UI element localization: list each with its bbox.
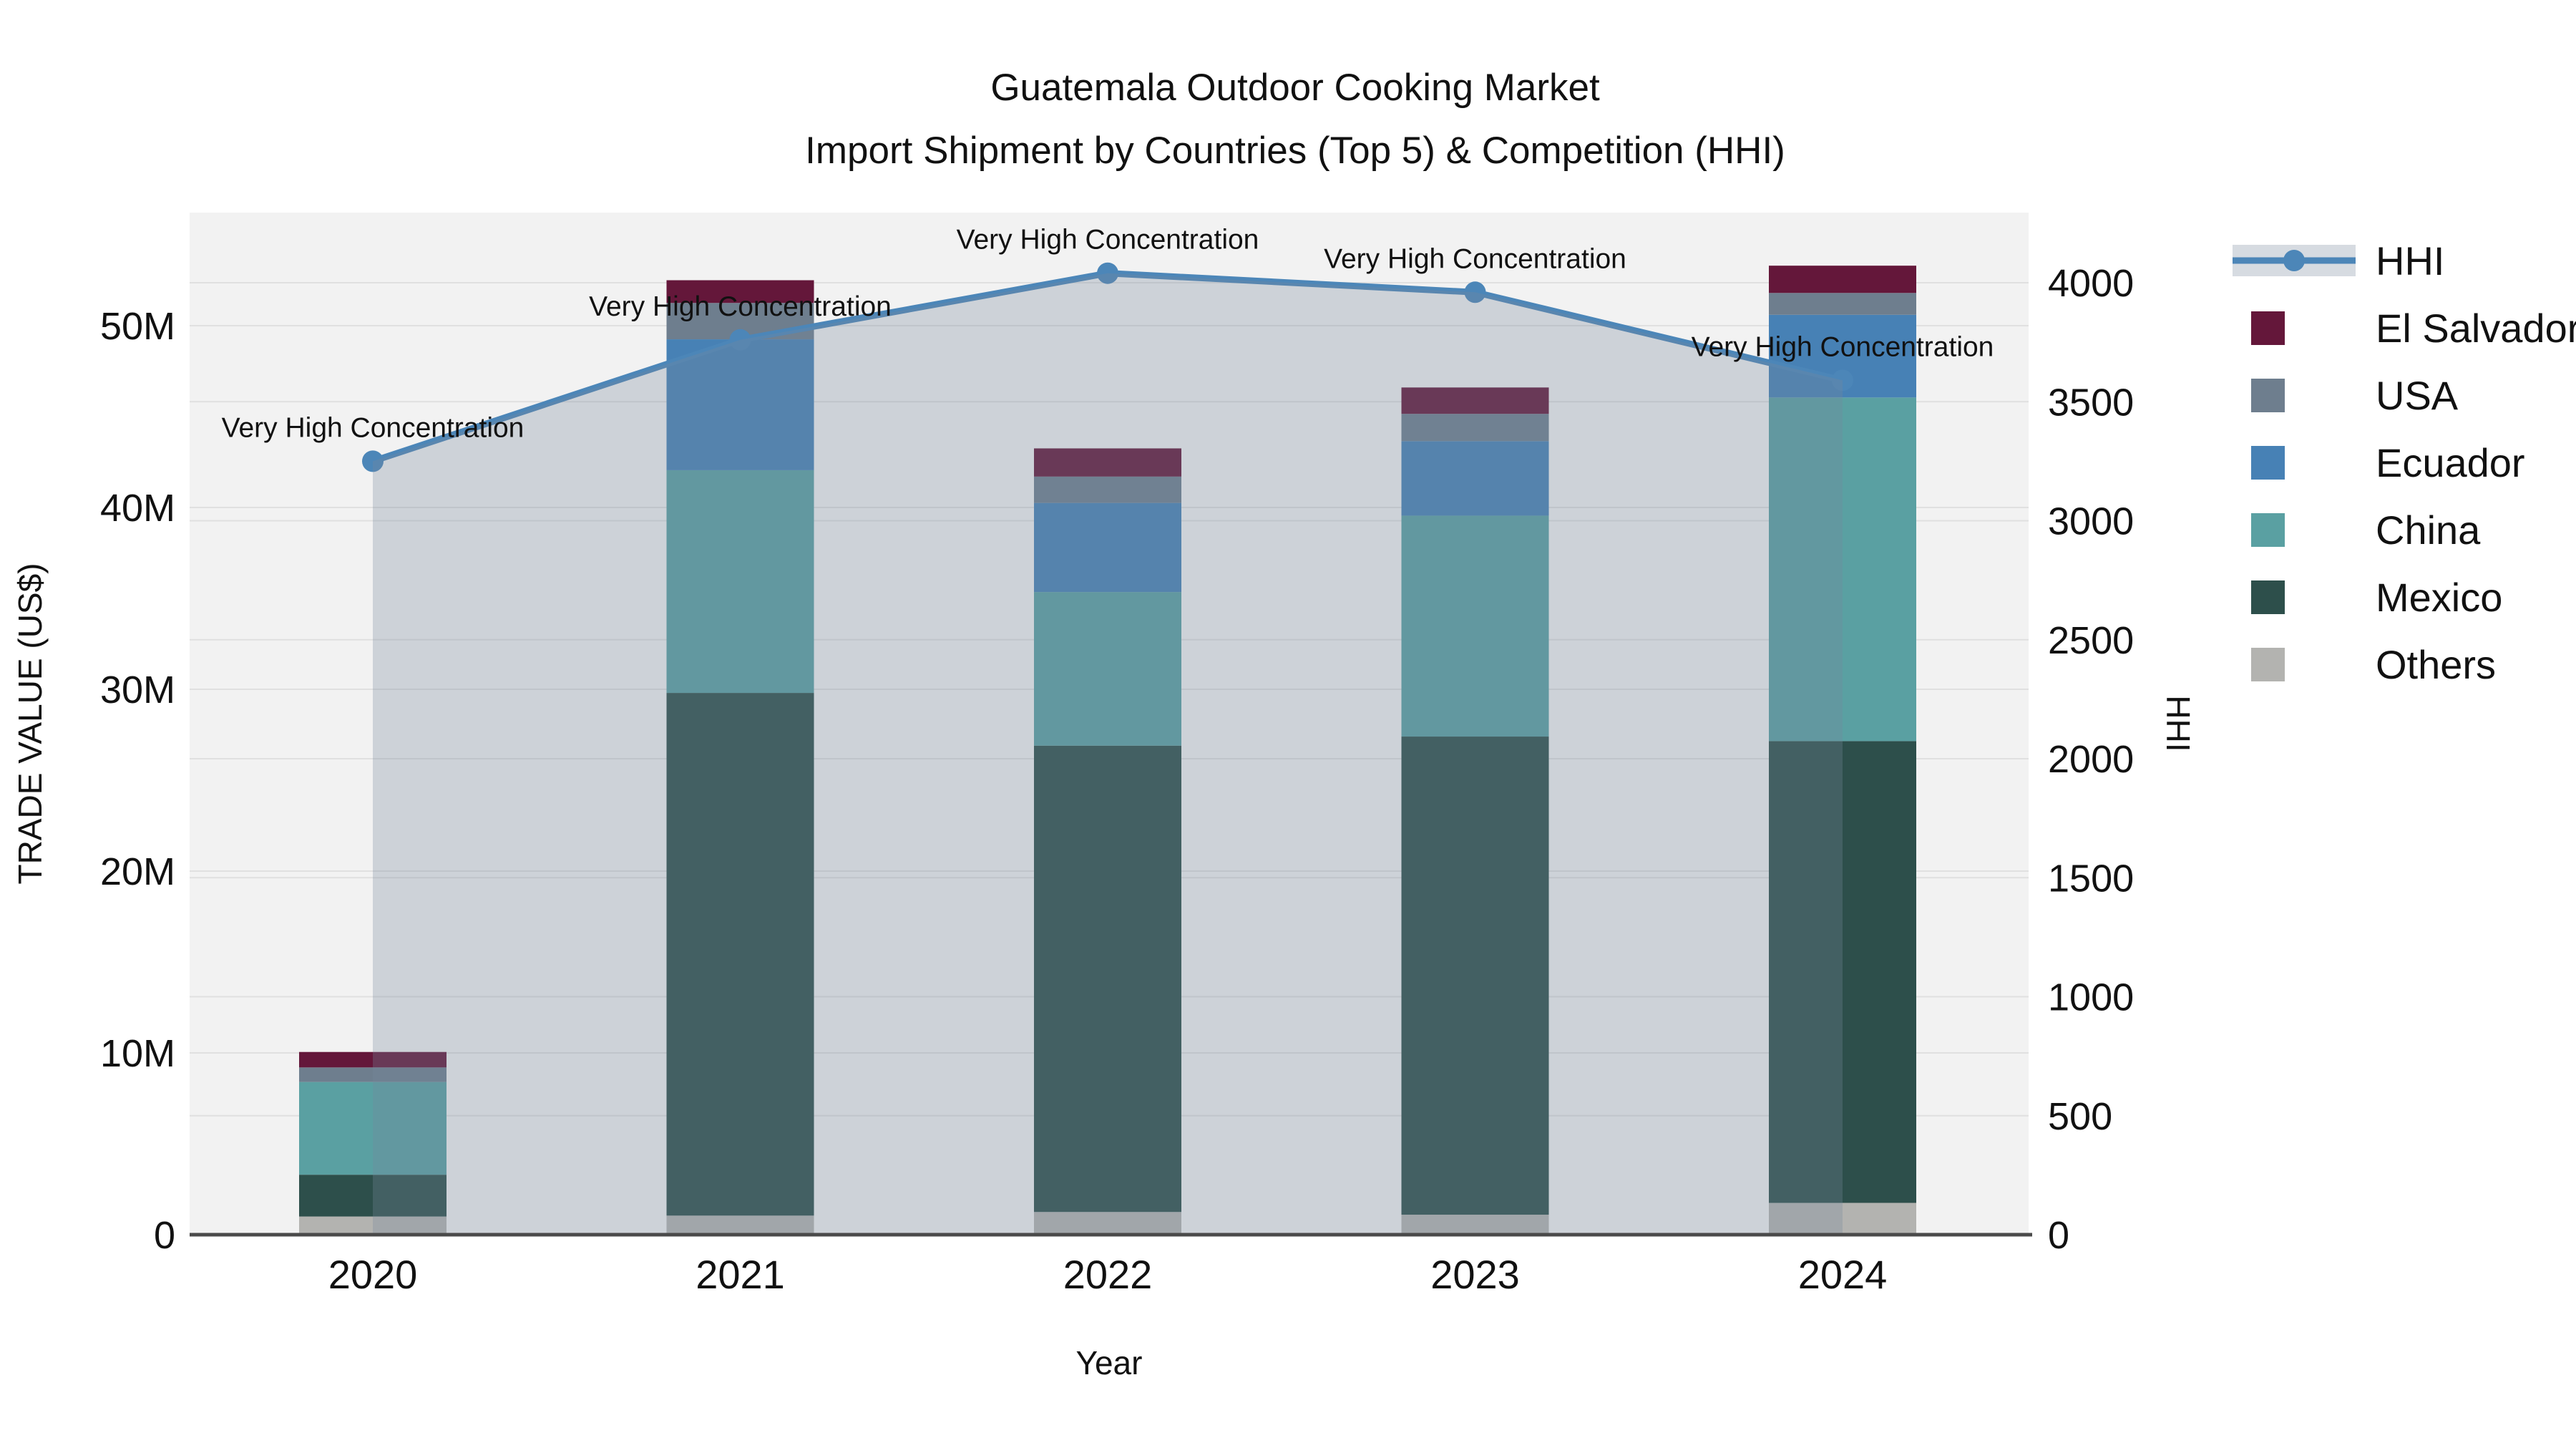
- legend-label-ecuador: Ecuador: [2376, 440, 2525, 485]
- legend-item-el-salvador[interactable]: El Salvador: [2251, 306, 2576, 351]
- bar-segment-2022-el-salvador[interactable]: [1034, 448, 1181, 477]
- bar-segment-2024-mexico[interactable]: [1769, 741, 1916, 1203]
- hhi-marker-2023[interactable]: [1464, 281, 1486, 303]
- y-right-tick-0: 0: [2048, 1214, 2069, 1257]
- bar-segment-2024-others[interactable]: [1769, 1202, 1916, 1235]
- hhi-area-layer: [373, 273, 1843, 1235]
- bar-segment-2020-mexico[interactable]: [299, 1175, 447, 1217]
- hhi-line-layer: [362, 262, 1853, 472]
- legend-label-china: China: [2376, 507, 2481, 553]
- legend-label-mexico: Mexico: [2376, 575, 2502, 620]
- annotations: Very High Concentration Very High Concent…: [222, 225, 1994, 444]
- y-right-tick-4000: 4000: [2048, 262, 2134, 305]
- legend-swatch-usa: [2251, 379, 2285, 412]
- bar-segment-2021-ecuador[interactable]: [666, 339, 814, 470]
- axis-ticks: 0 10M 20M 30M 40M 50M 0 500 1000 1500 2000 2500 3000…: [100, 262, 2134, 1297]
- hhi-marker-2024[interactable]: [1832, 369, 1853, 392]
- x-tick-2022: 2022: [1063, 1252, 1153, 1297]
- y-right-tick-2000: 2000: [2048, 738, 2134, 781]
- bar-segment-2023-others[interactable]: [1401, 1215, 1549, 1235]
- bar-segment-2020-usa[interactable]: [299, 1067, 447, 1082]
- bar-segment-2021-china[interactable]: [666, 470, 814, 694]
- chart-title-line1: Guatemala Outdoor Cooking Market: [990, 67, 1600, 109]
- x-axis-title: Year: [1076, 1344, 1143, 1381]
- y-left-tick-50M: 50M: [100, 305, 175, 348]
- y-right-tick-3000: 3000: [2048, 500, 2134, 543]
- bar-segment-2022-mexico[interactable]: [1034, 745, 1181, 1213]
- x-tick-2023: 2023: [1430, 1252, 1520, 1297]
- y-right-tick-500: 500: [2048, 1095, 2112, 1138]
- legend-swatch-china: [2251, 513, 2285, 547]
- legend-item-ecuador[interactable]: Ecuador: [2251, 440, 2525, 485]
- legend-item-mexico[interactable]: Mexico: [2251, 575, 2502, 620]
- legend-swatch-el-salvador: [2251, 311, 2285, 345]
- bar-segment-2023-mexico[interactable]: [1401, 737, 1549, 1215]
- y-axis-right-title: HHI: [2160, 695, 2197, 752]
- legend-hhi-marker-icon: [2283, 250, 2305, 271]
- bar-segment-2023-usa[interactable]: [1401, 414, 1549, 442]
- bar-segment-2024-china[interactable]: [1769, 397, 1916, 742]
- legend-label-others: Others: [2376, 642, 2496, 687]
- y-axis-left-title: TRADE VALUE (US$): [11, 563, 49, 884]
- bar-segment-2021-others[interactable]: [666, 1215, 814, 1235]
- bar-segment-2023-el-salvador[interactable]: [1401, 387, 1549, 414]
- legend-label-hhi: HHI: [2376, 238, 2444, 283]
- annotation-2023: Very High Concentration: [1324, 243, 1626, 274]
- chart-title-line2: Import Shipment by Countries (Top 5) & C…: [805, 130, 1785, 172]
- bar-segment-2024-usa[interactable]: [1769, 293, 1916, 315]
- y-left-tick-30M: 30M: [100, 669, 175, 711]
- y-right-tick-1500: 1500: [2048, 857, 2134, 900]
- legend-label-usa: USA: [2376, 373, 2459, 418]
- legend-label-el-salvador: El Salvador: [2376, 306, 2576, 351]
- x-tick-2024: 2024: [1798, 1252, 1888, 1297]
- hhi-area-fill: [373, 273, 1843, 1235]
- bar-segment-2023-ecuador[interactable]: [1401, 441, 1549, 516]
- legend-item-usa[interactable]: USA: [2251, 373, 2459, 418]
- bar-segment-2020-el-salvador[interactable]: [299, 1051, 447, 1068]
- stacked-bars: [299, 266, 1916, 1235]
- x-tick-2021: 2021: [696, 1252, 785, 1297]
- hhi-marker-2020[interactable]: [362, 450, 384, 472]
- annotation-2020: Very High Concentration: [222, 412, 525, 443]
- legend-swatch-ecuador: [2251, 446, 2285, 480]
- annotation-2022: Very High Concentration: [957, 225, 1259, 256]
- bar-segment-2020-china[interactable]: [299, 1082, 447, 1175]
- legend-swatch-others: [2251, 648, 2285, 681]
- y-right-tick-1000: 1000: [2048, 976, 2134, 1019]
- bar-segment-2022-china[interactable]: [1034, 592, 1181, 746]
- y-left-tick-10M: 10M: [100, 1032, 175, 1075]
- y-right-tick-2500: 2500: [2048, 619, 2134, 662]
- legend-item-hhi[interactable]: HHI: [2233, 238, 2444, 283]
- bar-segment-2020-others[interactable]: [299, 1216, 447, 1235]
- legend-swatch-mexico: [2251, 580, 2285, 614]
- annotation-2021: Very High Concentration: [589, 291, 892, 322]
- y-left-tick-40M: 40M: [100, 487, 175, 530]
- legend: HHI El Salvador USA Ecuador China Mexico Other…: [2233, 238, 2576, 687]
- annotation-2024: Very High Concentration: [1692, 331, 1994, 362]
- hhi-marker-2021[interactable]: [729, 329, 751, 351]
- bar-segment-2022-others[interactable]: [1034, 1212, 1181, 1235]
- legend-item-china[interactable]: China: [2251, 507, 2481, 553]
- hhi-marker-2022[interactable]: [1097, 262, 1118, 284]
- bar-segment-2023-china[interactable]: [1401, 515, 1549, 737]
- bar-segment-2021-el-salvador[interactable]: [666, 280, 814, 303]
- legend-item-others[interactable]: Others: [2251, 642, 2496, 687]
- bar-segment-2022-ecuador[interactable]: [1034, 502, 1181, 593]
- y-right-tick-3500: 3500: [2048, 381, 2134, 424]
- bar-segment-2022-usa[interactable]: [1034, 476, 1181, 503]
- y-left-tick-0: 0: [154, 1214, 175, 1257]
- bar-segment-2021-mexico[interactable]: [666, 693, 814, 1216]
- y-left-tick-20M: 20M: [100, 850, 175, 893]
- x-tick-2020: 2020: [328, 1252, 418, 1297]
- bar-segment-2024-el-salvador[interactable]: [1769, 266, 1916, 293]
